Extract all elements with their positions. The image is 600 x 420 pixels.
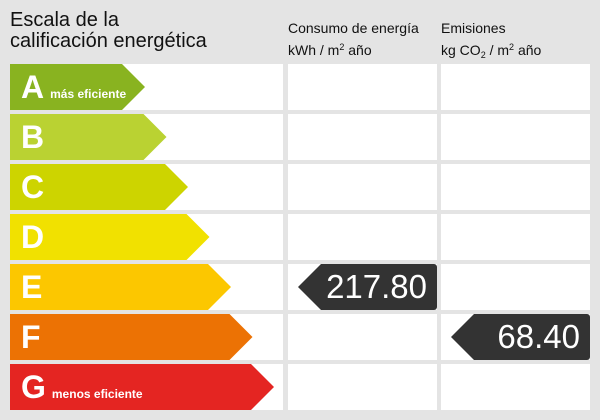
- consumption-header: Consumo de energía kWh / m2 año: [288, 19, 419, 60]
- emissions-title: Emisiones: [441, 20, 506, 36]
- emissions-value-badge: 68.40: [451, 314, 590, 360]
- rating-letter: D: [21, 219, 45, 255]
- emissions-unit: kg CO2 / m2 año: [441, 42, 542, 60]
- rating-letter: G: [21, 369, 46, 405]
- title-line-2: calificación energética: [10, 30, 207, 52]
- rating-letter: E: [21, 269, 43, 305]
- rating-letter: C: [21, 169, 45, 205]
- rating-note: más eficiente: [50, 87, 127, 101]
- emissions-cell: [441, 214, 590, 260]
- title-line-1: Escala de la: [10, 9, 119, 31]
- emissions-cell: [441, 114, 590, 160]
- rating-letter: B: [21, 119, 45, 155]
- consumption-cell: [288, 164, 437, 210]
- page-title: Escala de la calificación energética: [10, 10, 207, 52]
- rating-label-cell: C: [10, 164, 283, 210]
- consumption-cell: [288, 64, 437, 110]
- consumption-unit: kWh / m2 año: [288, 42, 372, 58]
- rating-arrow: E: [10, 264, 231, 310]
- rating-row-e: E 217.80: [10, 264, 590, 310]
- rating-arrow: C: [10, 164, 188, 210]
- emissions-cell: [441, 264, 590, 310]
- rating-letter: A: [21, 69, 45, 105]
- rating-label-cell: E: [10, 264, 283, 310]
- rating-arrow: D: [10, 214, 210, 260]
- consumption-title: Consumo de energía: [288, 20, 419, 36]
- consumption-cell: [288, 114, 437, 160]
- consumption-value-badge: 217.80: [298, 264, 437, 310]
- rating-letter: F: [21, 319, 41, 355]
- emissions-cell: [441, 164, 590, 210]
- rating-label-cell: F: [10, 314, 283, 360]
- emissions-cell: [441, 64, 590, 110]
- emissions-header: Emisiones kg CO2 / m2 año: [441, 19, 541, 65]
- rating-note: menos eficiente: [51, 387, 143, 401]
- rating-row-c: C: [10, 164, 590, 210]
- rating-row-f: F 68.40: [10, 314, 590, 360]
- rating-arrow: B: [10, 114, 167, 160]
- rating-row-d: D: [10, 214, 590, 260]
- consumption-cell: [288, 214, 437, 260]
- rating-label-cell: B: [10, 114, 283, 160]
- consumption-cell: [288, 314, 437, 360]
- emissions-cell: [441, 364, 590, 410]
- rating-label-cell: D: [10, 214, 283, 260]
- rating-arrow: F: [10, 314, 253, 360]
- consumption-cell: [288, 364, 437, 410]
- rating-row-b: B: [10, 114, 590, 160]
